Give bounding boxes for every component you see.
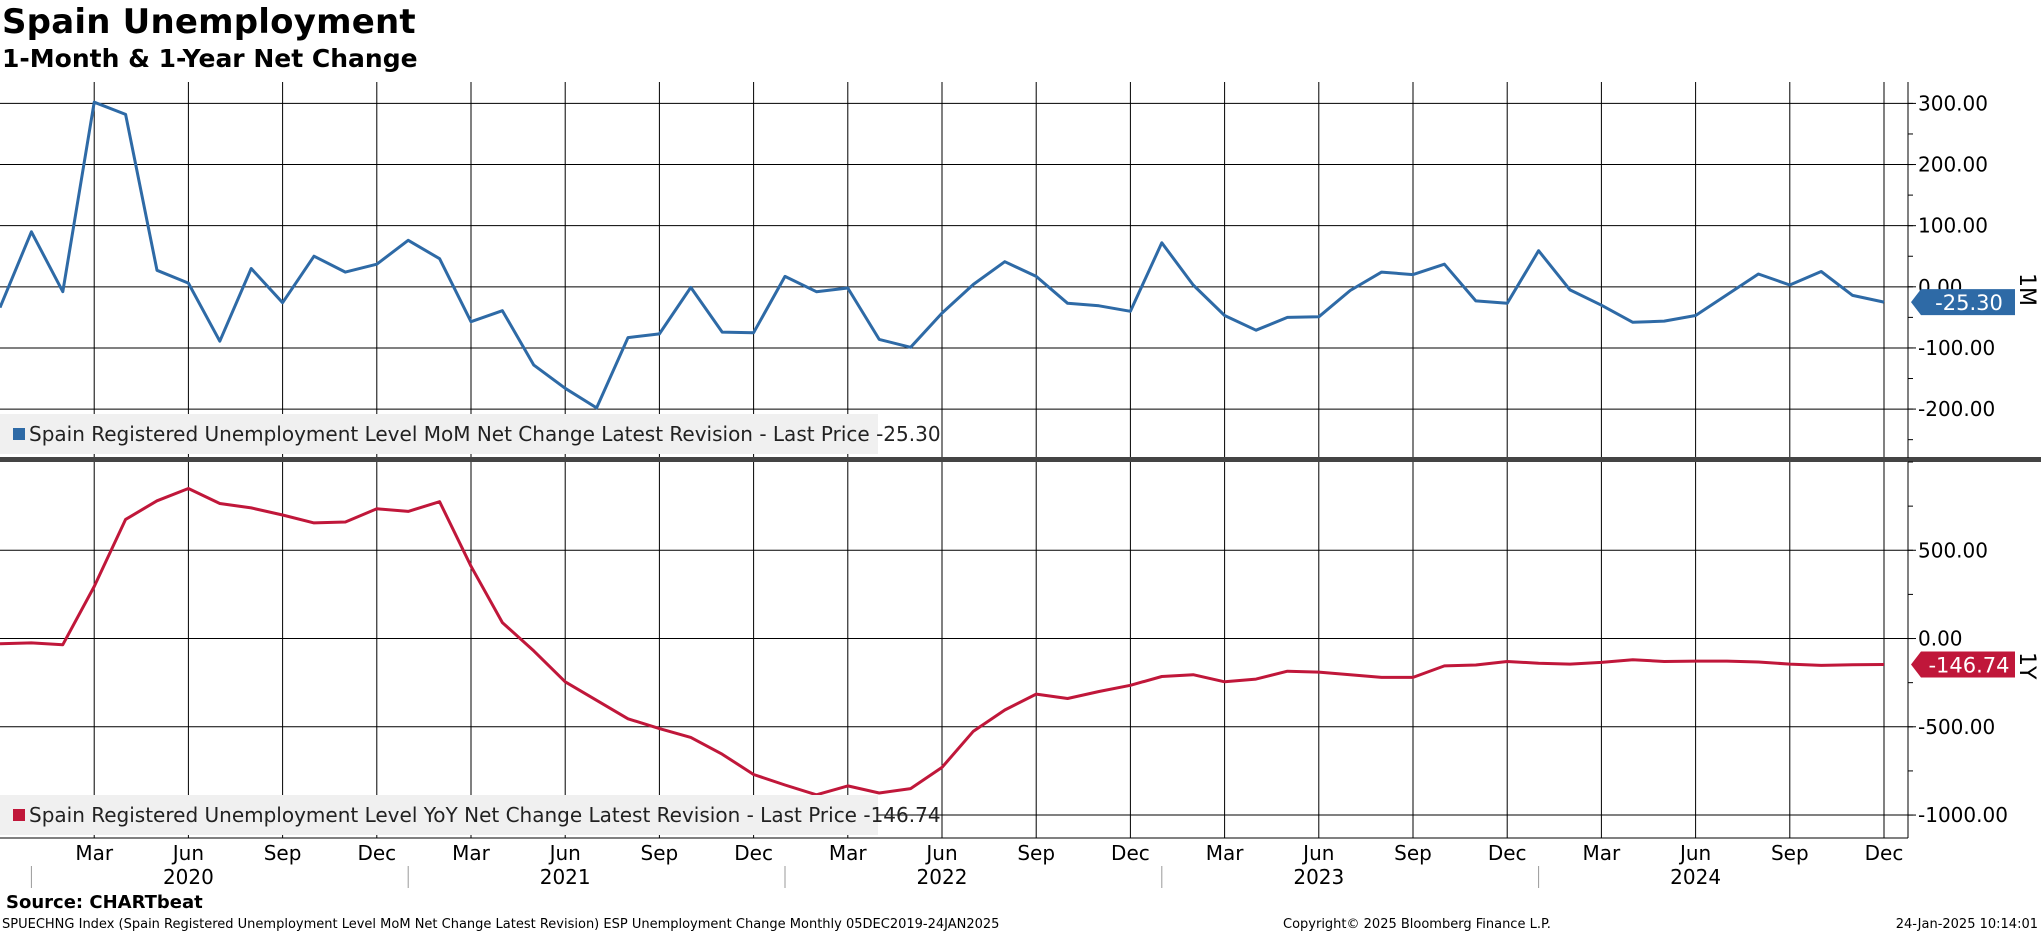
x-tick-label: Mar	[452, 841, 491, 865]
x-year-label: 2020	[163, 865, 214, 889]
legend-swatch	[13, 809, 25, 821]
x-tick-label: Dec	[357, 841, 396, 865]
x-tick-label: Sep	[1394, 841, 1432, 865]
legend-label: Spain Registered Unemployment Level YoY …	[29, 803, 941, 827]
y-tick-label: 100.00	[1918, 214, 1988, 238]
x-tick-label: Sep	[1017, 841, 1055, 865]
x-tick-label: Mar	[829, 841, 868, 865]
last-value-label: -146.74	[1928, 653, 2009, 677]
legend-label: Spain Registered Unemployment Level MoM …	[29, 422, 941, 446]
last-value-tag	[1911, 651, 2015, 678]
x-tick-label: Sep	[264, 841, 302, 865]
x-tick-label: Sep	[641, 841, 679, 865]
x-tick-label: Jun	[171, 841, 204, 865]
x-tick-label: Mar	[75, 841, 114, 865]
panel-divider	[0, 457, 2041, 462]
legend-box	[0, 795, 878, 835]
copyright-note: Copyright© 2025 Bloomberg Finance L.P.	[1283, 917, 1551, 932]
x-tick-label: Jun	[1678, 841, 1711, 865]
y-tick-label: -1000.00	[1918, 803, 2008, 827]
x-axis: Mar Jun Sep Dec Mar Jun Sep Dec Mar Jun Sep Dec Mar J…	[0, 837, 1908, 889]
x-tick-label: Jun	[1301, 841, 1334, 865]
footer: Source: CHARTbeat SPUECHNG Index (Spain …	[2, 892, 2038, 932]
legend-box	[0, 414, 878, 454]
y-tick-label: 300.00	[1918, 91, 1988, 115]
panel-label: 1M	[2014, 273, 2039, 306]
chart-subtitle: 1-Month & 1-Year Net Change	[2, 44, 418, 73]
y-tick-label: -100.00	[1918, 336, 1995, 360]
last-value-label: -25.30	[1935, 291, 2003, 315]
legend-swatch	[13, 428, 25, 440]
source-note: Source: CHARTbeat	[6, 892, 203, 913]
panel-separator	[0, 457, 2041, 462]
y-tick-label: 0.00	[1918, 627, 1963, 651]
x-tick-label: Dec	[1865, 841, 1904, 865]
x-tick-label: Dec	[1488, 841, 1527, 865]
x-tick-label: Dec	[1111, 841, 1150, 865]
y-tick-label: -200.00	[1918, 397, 1995, 421]
x-tick-label: Mar	[1583, 841, 1622, 865]
x-tick-label: Jun	[548, 841, 581, 865]
y-axes: 300.00 200.00 100.00 0.00 -100.00 -200.00 -25.…	[1907, 82, 2039, 838]
timestamp: 24-Jan-2025 10:14:01	[1896, 917, 2038, 932]
x-tick-label: Dec	[734, 841, 773, 865]
chart-title: Spain Unemployment	[2, 2, 416, 42]
panel-label: 1Y	[2014, 652, 2039, 680]
x-year-label: 2023	[1293, 865, 1344, 889]
x-tick-label: Mar	[1206, 841, 1245, 865]
x-year-label: 2024	[1670, 865, 1721, 889]
x-tick-label: Sep	[1771, 841, 1809, 865]
x-tick-label: Jun	[924, 841, 957, 865]
index-description: SPUECHNG Index (Spain Registered Unemplo…	[2, 917, 999, 932]
y-tick-label: 500.00	[1918, 538, 1988, 562]
last-value-tag	[1911, 289, 2015, 316]
legends: Spain Registered Unemployment Level MoM …	[0, 414, 941, 835]
x-year-label: 2022	[917, 865, 968, 889]
y-tick-label: 200.00	[1918, 153, 1988, 177]
x-year-label: 2021	[540, 865, 591, 889]
y-tick-label: -500.00	[1918, 715, 1995, 739]
series-lines	[0, 100, 1885, 797]
